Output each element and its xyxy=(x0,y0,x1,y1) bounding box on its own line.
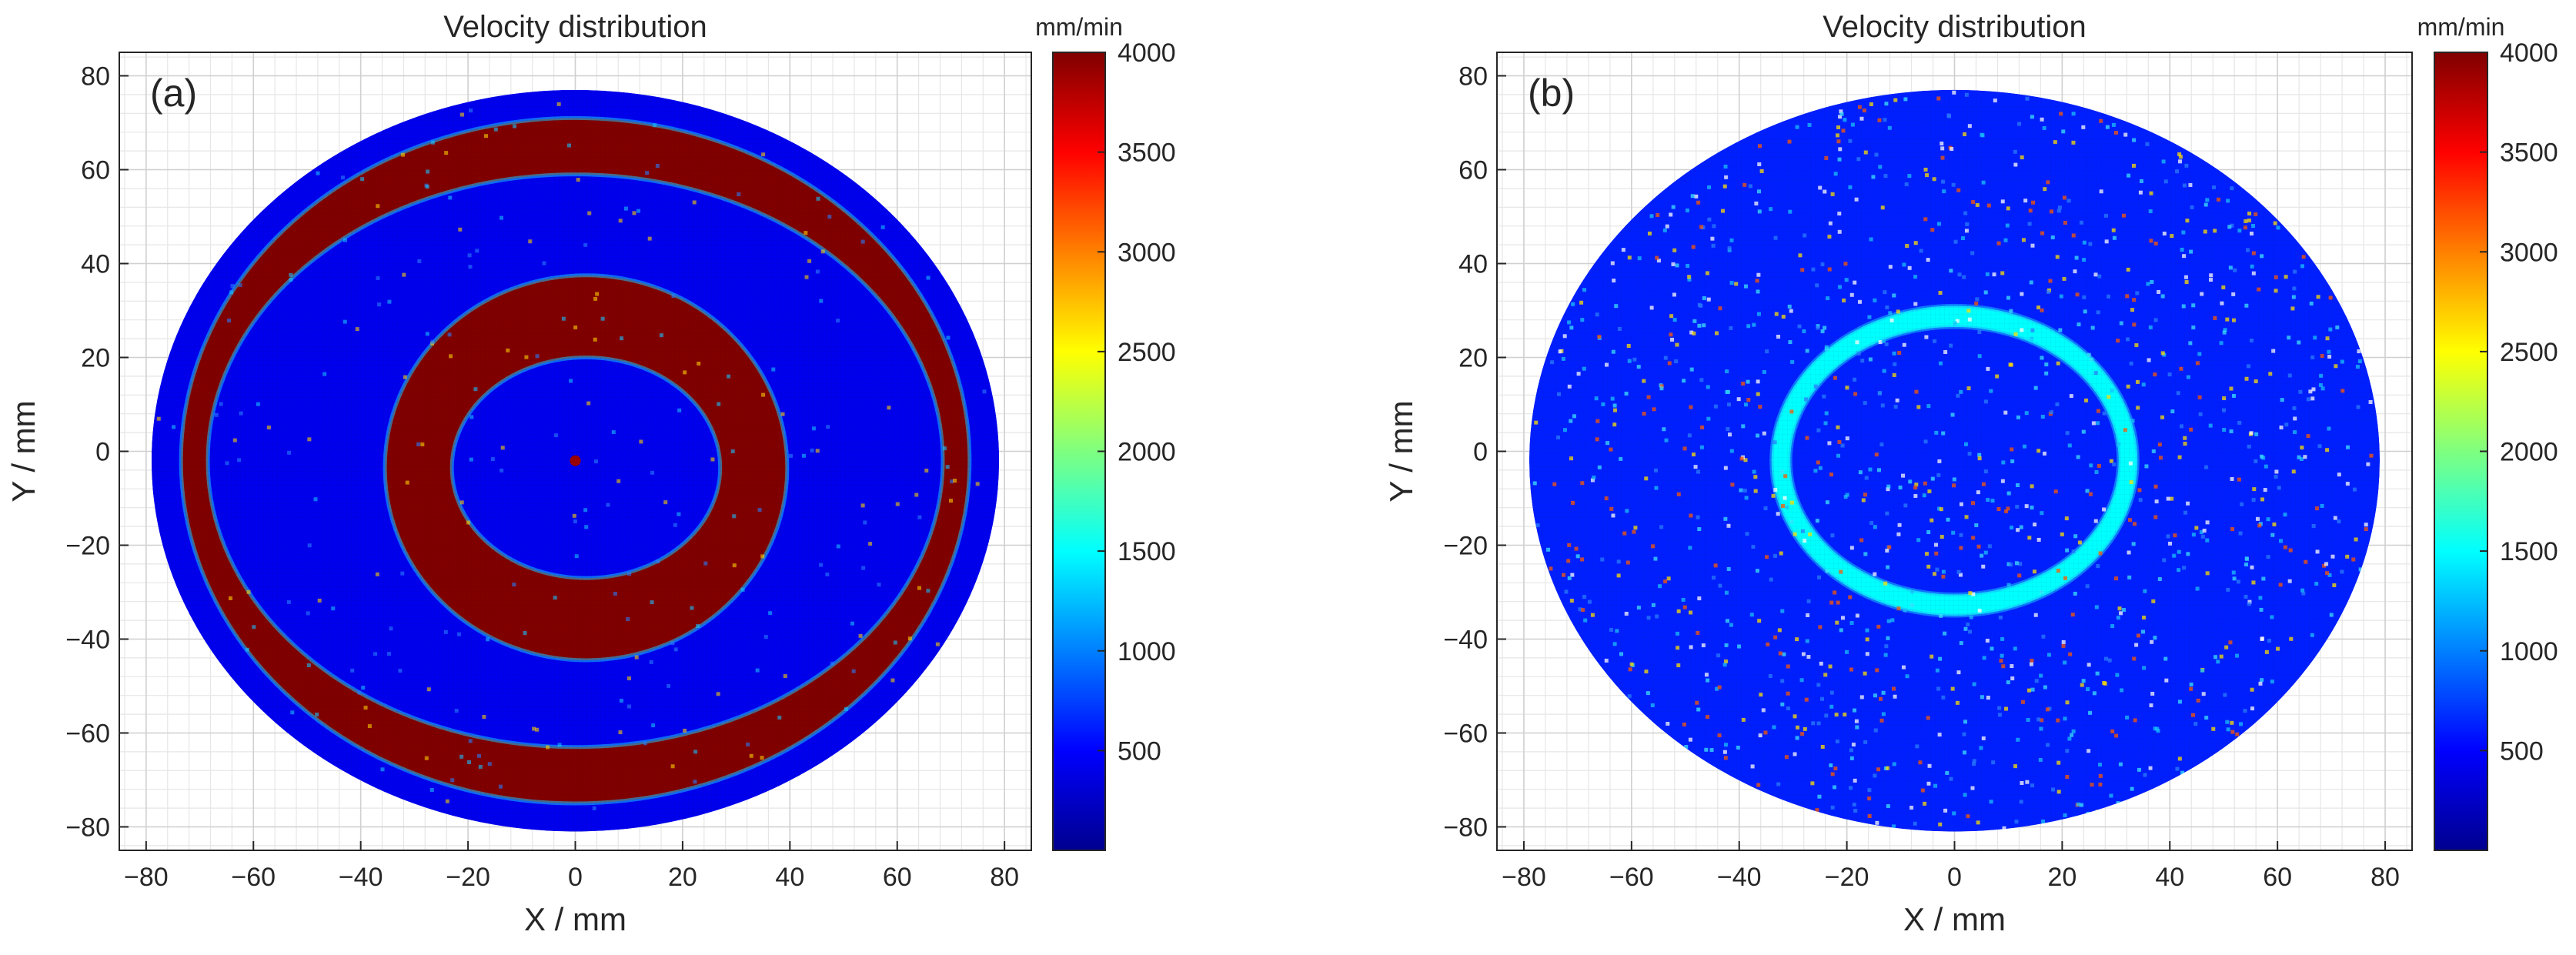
colorbar-tick-label: 3500 xyxy=(1118,139,1176,168)
chart-panel-a: −80 −60 −40 −20 0 20 40 60 80 −80 −60 −40 −20 0 20 40 60… xyxy=(5,10,1176,937)
velocity-map xyxy=(1529,89,2381,832)
y-axis-label: Y / mm xyxy=(5,400,42,502)
cell-grid-overlay xyxy=(1529,89,2381,832)
y-tick-label: 60 xyxy=(1458,156,1488,185)
y-tick-label: −20 xyxy=(1443,532,1488,561)
colorbar-tick-label: 1500 xyxy=(2500,537,2558,566)
chart-title: Velocity distribution xyxy=(1823,10,2086,44)
x-tick-label: −20 xyxy=(446,863,490,892)
colorbar-tick-label: 3000 xyxy=(1118,238,1176,267)
y-tick-label: −60 xyxy=(1443,720,1488,749)
y-tick-label: −60 xyxy=(65,720,110,749)
x-tick-label: 60 xyxy=(2263,863,2292,892)
colorbar-tick-label: 2000 xyxy=(1118,438,1176,467)
x-tick-label: 20 xyxy=(2047,863,2077,892)
colorbar-tick-label: 3500 xyxy=(2500,139,2558,168)
colorbar-tick-label: 1000 xyxy=(1118,637,1176,666)
x-axis-label: X / mm xyxy=(1903,901,2006,937)
y-tick-label: 80 xyxy=(1458,62,1488,92)
colorbar-tick-label: 4000 xyxy=(2500,38,2558,68)
y-tick-label: −20 xyxy=(65,532,110,561)
y-tick-label: −80 xyxy=(65,813,110,843)
x-tick-label: 20 xyxy=(668,863,697,892)
x-tick-label: 60 xyxy=(883,863,912,892)
x-tick-label: 0 xyxy=(1947,863,1962,892)
x-tick-label: 40 xyxy=(775,863,804,892)
colorbar-tick-label: 500 xyxy=(2500,736,2544,766)
y-tick-label: 60 xyxy=(81,156,110,185)
x-tick-label: 80 xyxy=(990,863,1019,892)
y-tick-label: 20 xyxy=(81,344,110,373)
y-tick-label: 80 xyxy=(81,62,110,92)
y-tick-label: 20 xyxy=(1458,344,1488,373)
x-tick-label: −60 xyxy=(1609,863,1654,892)
y-tick-label: −80 xyxy=(1443,813,1488,843)
colorbar-tick-label: 1500 xyxy=(1118,537,1176,566)
y-tick-label: −40 xyxy=(65,626,110,655)
colorbar-tick-label: 1000 xyxy=(2500,637,2558,666)
x-tick-label: 0 xyxy=(568,863,583,892)
x-tick-label: 40 xyxy=(2155,863,2184,892)
chart-panel-b: −80 −60 −40 −20 0 20 40 60 80 −80 −60 −40 −20 0 20 40 60… xyxy=(1383,10,2558,937)
colorbar-tick-label: 2500 xyxy=(2500,338,2558,367)
x-tick-label: 80 xyxy=(2371,863,2400,892)
y-tick-label: 0 xyxy=(1473,438,1488,467)
x-tick-label: −80 xyxy=(124,863,169,892)
x-tick-label: −60 xyxy=(231,863,276,892)
chart-title: Velocity distribution xyxy=(443,10,707,44)
center-marker xyxy=(570,455,581,466)
y-tick-label: 40 xyxy=(1458,250,1488,279)
x-tick-label: −40 xyxy=(1717,863,1762,892)
colorbar-tick-label: 3000 xyxy=(2500,238,2558,267)
colorbar-tick-label: 4000 xyxy=(1118,38,1176,68)
colorbar-tick-label: 2000 xyxy=(2500,438,2558,467)
colorbar-tick-label: 500 xyxy=(1118,736,1161,766)
y-axis-label: Y / mm xyxy=(1383,400,1419,502)
colorbar-unit: mm/min xyxy=(1035,13,1123,41)
colorbar-unit: mm/min xyxy=(2417,13,2505,41)
y-tick-label: 40 xyxy=(81,250,110,279)
panel-label: (b) xyxy=(1528,72,1575,115)
x-tick-label: −80 xyxy=(1502,863,1546,892)
colorbar xyxy=(1052,52,1106,851)
y-tick-label: 0 xyxy=(95,438,110,467)
colorbar-tick-label: 2500 xyxy=(1118,338,1176,367)
y-tick-label: −40 xyxy=(1443,626,1488,655)
colorbar xyxy=(2434,52,2488,851)
panel-label: (a) xyxy=(150,72,197,115)
x-tick-label: −20 xyxy=(1825,863,1869,892)
x-tick-label: −40 xyxy=(339,863,383,892)
x-axis-label: X / mm xyxy=(524,901,626,937)
